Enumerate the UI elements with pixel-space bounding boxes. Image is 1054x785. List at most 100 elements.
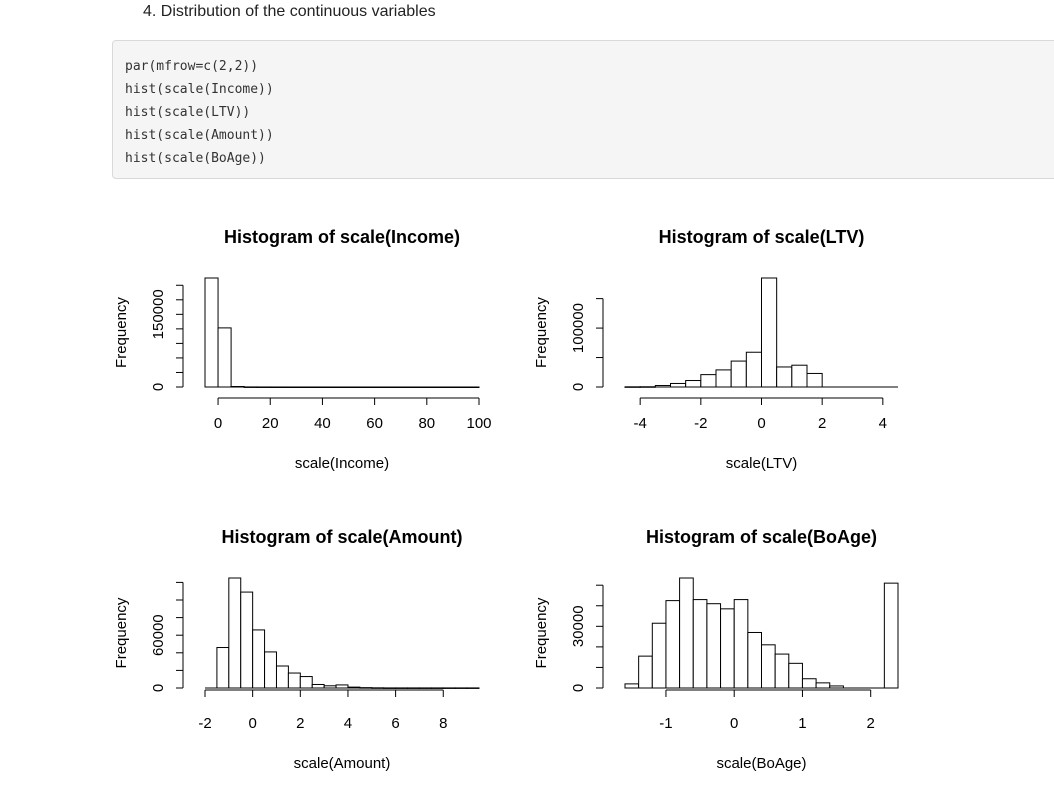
histogram-bar — [400, 386, 415, 388]
histogram-bar — [413, 386, 428, 388]
histogram-bar — [454, 687, 468, 689]
histogram-bar — [426, 386, 441, 388]
histogram-bar — [733, 599, 749, 689]
histogram-bar — [299, 676, 313, 689]
y-tick-label: 0 — [570, 684, 587, 692]
y-tick-label: 100000 — [570, 303, 587, 353]
chart-title: Histogram of scale(Amount) — [221, 527, 462, 547]
histogram-bar — [287, 672, 301, 689]
histogram-bar — [801, 678, 817, 689]
x-tick-label: 80 — [418, 415, 435, 432]
histogram-bar — [387, 386, 402, 388]
histogram-bar — [374, 386, 389, 388]
x-tick-label: 60 — [366, 415, 383, 432]
histogram-bar — [679, 577, 694, 689]
x-tick-label: -4 — [633, 415, 646, 432]
x-axis-label: scale(LTV) — [726, 455, 797, 472]
histogram-bar — [665, 600, 681, 689]
histogram-bar — [371, 687, 385, 689]
code-line: hist(scale(LTV)) — [125, 105, 251, 120]
histogram-bar — [774, 653, 790, 689]
histogram-bar — [761, 644, 776, 689]
histogram-bar — [700, 374, 717, 388]
histogram-bar — [395, 687, 409, 689]
histogram-bar — [747, 631, 762, 689]
x-tick-label: 0 — [214, 415, 222, 432]
x-tick-label: 6 — [391, 715, 399, 732]
x-tick-label: 1 — [798, 715, 806, 732]
x-axis-label: scale(Income) — [295, 455, 389, 472]
histogram-bar — [407, 687, 420, 689]
histogram-bar — [240, 591, 254, 689]
y-axis-label: Frequency — [533, 297, 550, 368]
y-tick-label: 0 — [150, 383, 167, 391]
histogram-bar — [323, 685, 337, 689]
code-line: par(mfrow=c(2,2)) — [125, 59, 259, 74]
x-tick-label: 4 — [879, 415, 887, 432]
histogram-bar — [228, 577, 242, 689]
chart-title: Histogram of scale(BoAge) — [646, 527, 877, 547]
histogram-bar — [216, 647, 230, 689]
histogram-bar — [275, 665, 289, 689]
code-line: hist(scale(Income)) — [125, 82, 274, 97]
histogram-bar — [706, 603, 722, 689]
code-line: hist(scale(BoAge)) — [125, 151, 266, 166]
histogram-bar — [334, 386, 350, 388]
histogram-bar — [624, 683, 640, 689]
histogram-bar — [204, 277, 219, 388]
x-tick-label: 8 — [439, 715, 447, 732]
x-tick-label: 100 — [466, 415, 491, 432]
x-tick-label: -2 — [694, 415, 707, 432]
x-tick-label: 0 — [248, 715, 256, 732]
y-tick-label: 150000 — [150, 289, 167, 339]
x-tick-label: 40 — [314, 415, 331, 432]
histogram-bar — [883, 582, 899, 689]
histogram-bar — [243, 386, 258, 388]
histogram-bar — [466, 687, 480, 689]
histogram-bar — [761, 277, 778, 388]
x-tick-label: -2 — [198, 715, 211, 732]
histogram-bar — [269, 386, 284, 388]
chart-title: Histogram of scale(LTV) — [659, 227, 865, 247]
histogram-bar — [321, 386, 336, 388]
histogram-bar — [308, 386, 323, 388]
histogram-bar — [829, 685, 844, 689]
x-tick-label: 0 — [730, 715, 738, 732]
y-axis-label: Frequency — [533, 597, 550, 668]
histogram-bar — [791, 364, 808, 388]
histogram-bar — [430, 687, 444, 689]
histogram-bar — [624, 386, 641, 388]
y-tick-label: 0 — [570, 383, 587, 391]
code-block: par(mfrow=c(2,2)) hist(scale(Income)) hi… — [112, 40, 1054, 179]
histogram-bar — [418, 687, 432, 689]
histogram-bar — [359, 687, 373, 689]
histogram-bar — [442, 687, 456, 689]
y-tick-label: 0 — [150, 684, 167, 692]
x-tick-label: 2 — [296, 715, 304, 732]
y-axis-label: Frequency — [113, 597, 130, 668]
y-tick-label: 30000 — [570, 605, 587, 647]
histogram-bar — [295, 386, 310, 388]
x-axis-label: scale(Amount) — [294, 755, 391, 772]
histogram-bar — [651, 622, 667, 689]
histogram-bar — [815, 682, 831, 689]
histogram-bar — [715, 369, 732, 388]
histogram-bar — [335, 684, 349, 689]
histogram-bar — [670, 382, 687, 388]
y-tick-label: 60000 — [150, 614, 167, 656]
x-tick-label: 2 — [867, 715, 875, 732]
histogram-bar — [347, 686, 361, 689]
histogram-bar — [685, 380, 702, 388]
x-tick-label: 20 — [262, 415, 279, 432]
x-tick-label: 0 — [757, 415, 765, 432]
histogram-bar — [256, 386, 271, 388]
histogram-bar — [720, 608, 735, 689]
section-heading: 4. Distribution of the continuous variab… — [143, 3, 436, 20]
histogram-bar — [361, 386, 376, 388]
histogram-bar — [465, 386, 480, 388]
histogram-bar — [776, 366, 793, 388]
histogram-bar — [639, 386, 656, 388]
histogram-bar — [638, 655, 653, 689]
x-tick-label: 2 — [818, 415, 826, 432]
